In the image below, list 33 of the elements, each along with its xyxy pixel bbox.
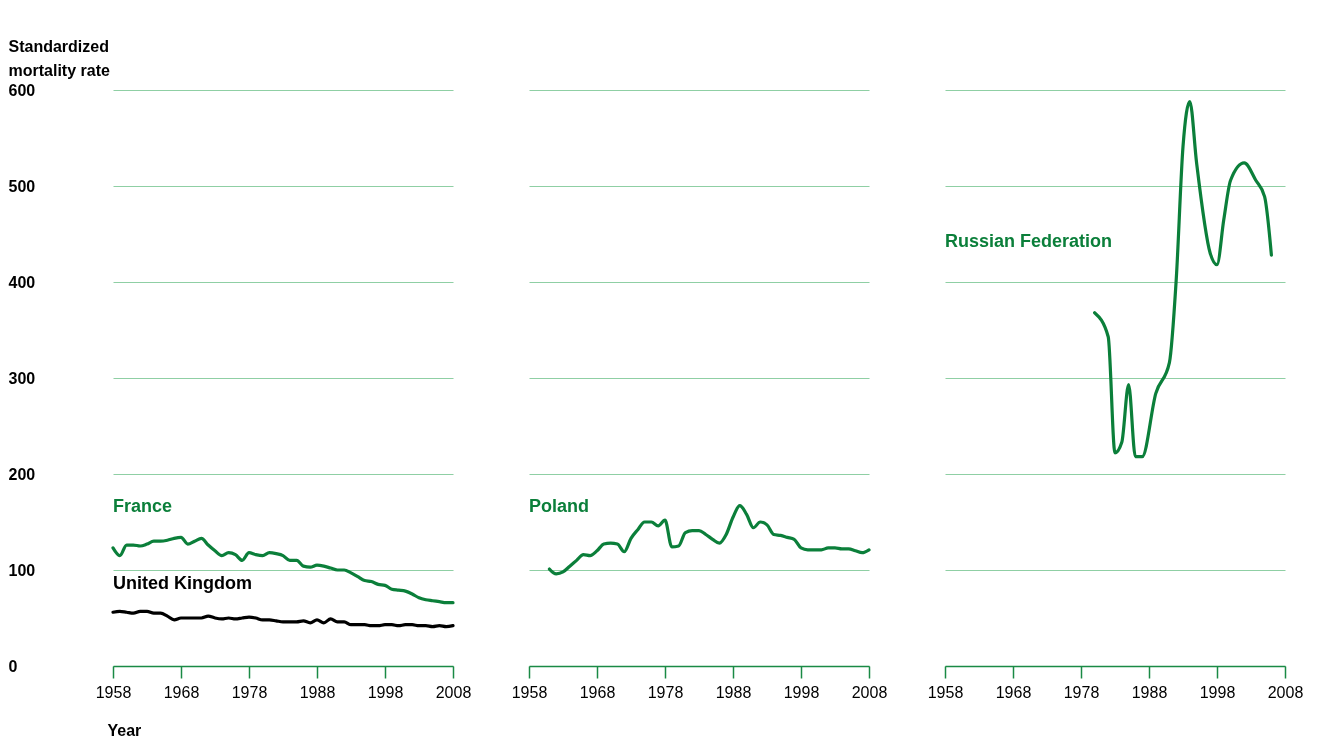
x-tick-label: 1998 xyxy=(783,683,820,701)
x-axis-title: Year xyxy=(107,721,142,739)
series-label: Poland xyxy=(529,496,590,516)
text: Russian Federation xyxy=(945,231,1113,251)
y-tick-label: 300 xyxy=(8,369,36,387)
y-tick-label: 200 xyxy=(8,465,36,483)
x-tick-label: 1998 xyxy=(367,683,404,701)
x-tick-label: 1988 xyxy=(299,683,336,701)
x-tick-label: 1968 xyxy=(163,683,200,701)
y-axis-title: Standardized mortality rate xyxy=(8,37,110,79)
x-tick-label: 1978 xyxy=(647,683,684,701)
x-tick-label: 1958 xyxy=(95,683,132,701)
series-label: France xyxy=(113,496,173,516)
y-tick-label: 100 xyxy=(8,561,36,579)
x-tick-label: 2008 xyxy=(1267,683,1304,701)
x-tick-label: 1988 xyxy=(1131,683,1168,701)
series-label: United Kingdom xyxy=(113,573,252,593)
x-tick-label: 1958 xyxy=(927,683,964,701)
x-tick-label: 1978 xyxy=(231,683,268,701)
y-tick-label: 0 xyxy=(8,657,18,675)
x-tick-label: 1998 xyxy=(1199,683,1236,701)
line-series xyxy=(111,609,455,629)
x-tick-label: 2008 xyxy=(435,683,472,701)
y-tick-label: 400 xyxy=(8,273,36,291)
line-series xyxy=(111,535,455,605)
x-tick-label: 1958 xyxy=(511,683,548,701)
x-tick-label: 2008 xyxy=(851,683,888,701)
x-tick-label: 1988 xyxy=(715,683,752,701)
x-tick-label: 1968 xyxy=(995,683,1032,701)
x-tick-label: 1968 xyxy=(579,683,616,701)
y-tick-label: 600 xyxy=(8,81,36,99)
y-tick-label: 500 xyxy=(8,177,36,195)
x-tick-label: 1978 xyxy=(1063,683,1100,701)
